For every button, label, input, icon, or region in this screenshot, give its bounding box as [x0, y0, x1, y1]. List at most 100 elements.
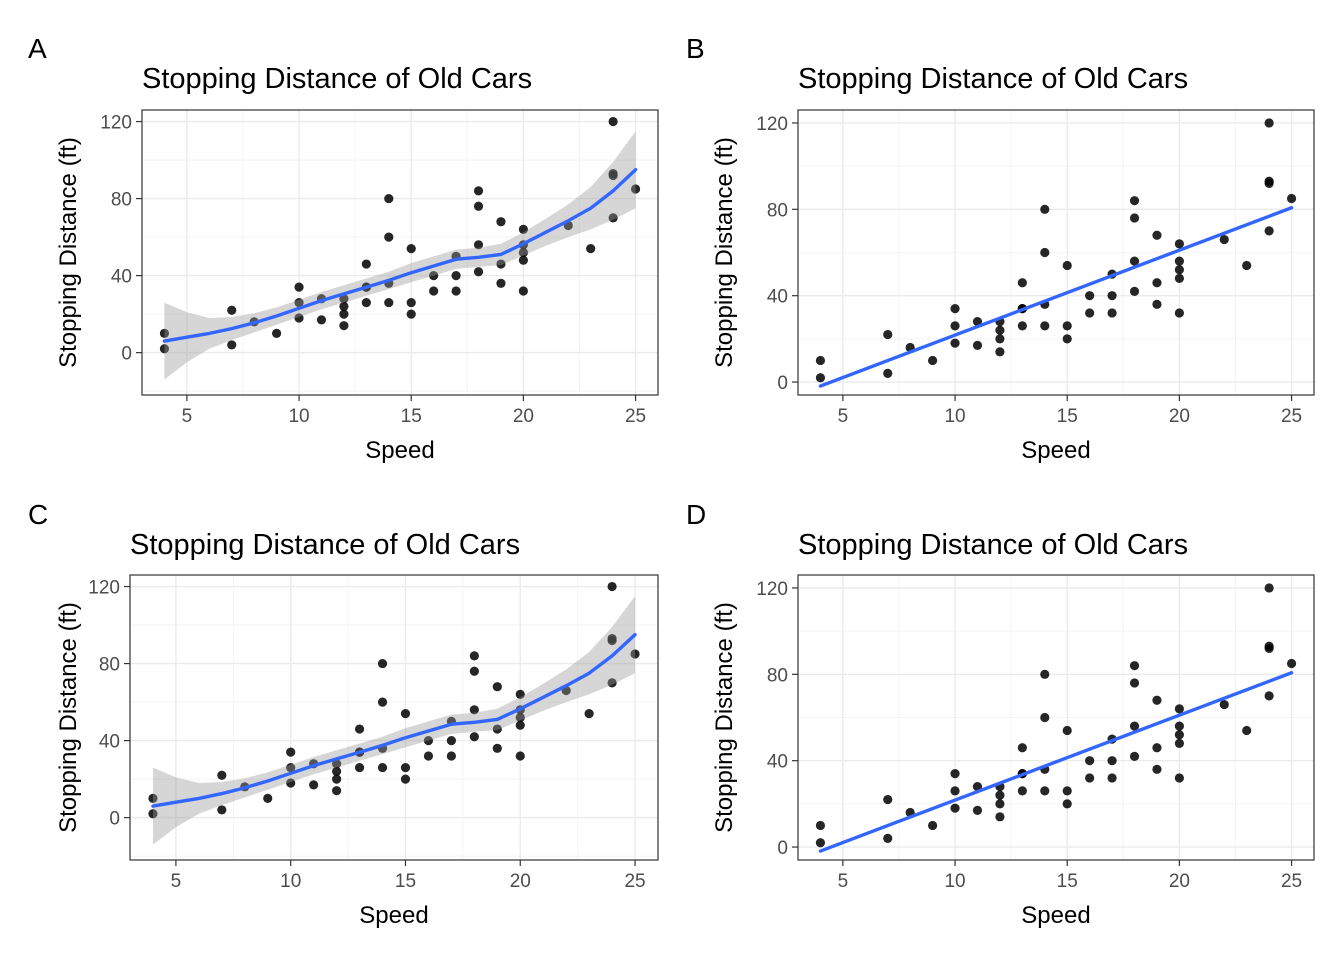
x-tick-label: 5 [838, 406, 849, 427]
data-point [1264, 226, 1274, 236]
data-point [473, 267, 484, 277]
x-tick-label: 10 [280, 871, 301, 892]
data-point [294, 297, 304, 308]
data-point [1040, 247, 1050, 258]
data-point [473, 186, 484, 196]
y-tick-label: 40 [99, 732, 120, 753]
data-point [972, 340, 983, 350]
data-point [1085, 773, 1095, 783]
data-point [1129, 213, 1140, 223]
plot-title: Stopping Distance of Old Cars [798, 63, 1188, 95]
data-point [400, 709, 411, 719]
x-tick-label: 25 [1281, 406, 1302, 427]
x-tick-label: 15 [1057, 406, 1078, 427]
panel-letter: B [686, 33, 705, 64]
panel-c: C Stopping Distance of Old Cars 5 10 15 20 25 0… [28, 499, 659, 929]
data-point [496, 259, 506, 269]
data-point [1017, 321, 1027, 331]
data-point [400, 774, 411, 784]
panel-b: B Stopping Distance of Old Cars 5 10 15 20 25 0… [686, 33, 1315, 464]
x-axis-title: Speed [1021, 437, 1090, 464]
smooth-line [162, 168, 638, 343]
x-tick-label: 10 [944, 871, 965, 892]
y-tick-label: 0 [777, 373, 788, 394]
data-point [1107, 756, 1117, 766]
data-point [1040, 204, 1050, 214]
data-point [469, 666, 479, 676]
x-tick-label: 5 [171, 871, 182, 892]
data-point [1040, 712, 1050, 723]
data-point [1174, 730, 1184, 740]
data-point [607, 633, 617, 644]
data-point [1017, 786, 1027, 796]
data-point [217, 770, 227, 780]
data-point [354, 724, 365, 734]
panel-border [797, 574, 1315, 861]
data-point [492, 682, 502, 692]
data-point [608, 116, 618, 127]
confidence-ribbon [164, 131, 636, 380]
data-point [272, 328, 282, 338]
data-point [972, 316, 983, 327]
data-point [630, 184, 641, 194]
data-point [1017, 278, 1027, 288]
data-point [1129, 196, 1140, 206]
data-point [608, 213, 618, 223]
regression-line [818, 206, 1294, 388]
data-point [815, 355, 826, 366]
x-axis-title: Speed [359, 902, 428, 929]
data-point [406, 297, 416, 308]
y-tick-label: 0 [121, 344, 132, 365]
x-tick-label: 20 [1169, 871, 1190, 892]
data-point [1174, 738, 1184, 749]
data-point [406, 309, 416, 319]
data-point [1107, 308, 1117, 318]
plot-title: Stopping Distance of Old Cars [142, 63, 532, 95]
data-point [1219, 234, 1229, 245]
data-point [400, 762, 411, 773]
data-point [294, 282, 304, 292]
data-point [148, 793, 158, 803]
data-point [377, 762, 388, 773]
y-tick-label: 80 [111, 190, 132, 211]
panel-d: D Stopping Distance of Old Cars 5 10 15 20 25 0… [686, 499, 1315, 929]
data-point [1174, 721, 1184, 731]
x-tick-label: 25 [1281, 871, 1302, 892]
y-axis-title: Stopping Distance (ft) [55, 602, 82, 833]
data-point [1264, 583, 1274, 593]
data-point [607, 581, 617, 592]
data-point [815, 373, 826, 383]
data-point [1152, 764, 1162, 774]
data-point [286, 778, 296, 788]
data-point [995, 334, 1005, 344]
data-point [339, 294, 349, 304]
data-point [608, 168, 618, 179]
data-point [1062, 799, 1072, 809]
plot-title: Stopping Distance of Old Cars [130, 529, 520, 561]
data-point [630, 649, 640, 659]
data-point [1062, 334, 1072, 344]
data-point [995, 347, 1005, 357]
data-point [1129, 661, 1140, 671]
data-point [159, 328, 170, 338]
x-tick-label: 25 [625, 406, 646, 427]
panel-a: A Stopping Distance of Old Cars 5 10 15 20 25 0… [28, 33, 659, 464]
data-point [972, 805, 983, 815]
panel-border [141, 109, 659, 396]
y-axis-title: Stopping Distance (ft) [55, 137, 82, 368]
y-tick-label: 80 [99, 655, 120, 676]
data-point [492, 743, 502, 753]
data-point [1242, 725, 1252, 736]
data-point [515, 712, 525, 723]
data-point [423, 751, 434, 761]
data-point [950, 803, 960, 813]
data-point [1264, 691, 1274, 701]
data-point [1040, 786, 1050, 796]
y-axis-title: Stopping Distance (ft) [711, 602, 738, 833]
y-tick-label: 80 [767, 665, 788, 686]
data-point [377, 697, 388, 707]
data-point [469, 732, 479, 742]
data-point [159, 344, 170, 354]
data-point [377, 658, 388, 669]
data-point [423, 736, 434, 746]
